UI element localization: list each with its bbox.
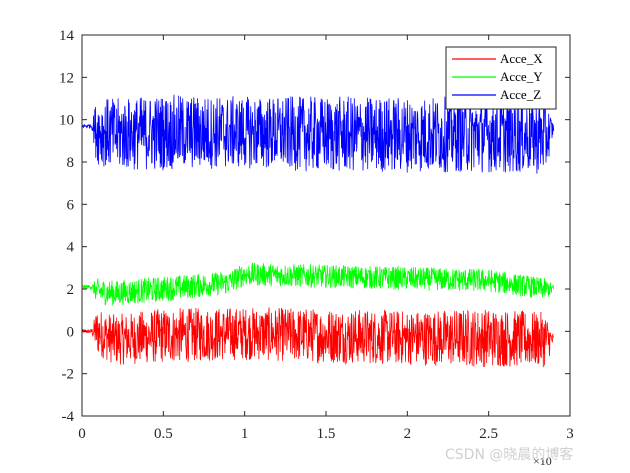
y-tick-label: -4: [62, 409, 75, 425]
y-tick-label: 2: [67, 282, 75, 298]
x-tick-label: 1: [241, 426, 249, 442]
y-tick-label: 14: [59, 28, 75, 44]
y-tick-label: 6: [67, 197, 75, 213]
x-tick-label: 2.5: [479, 426, 498, 442]
series-line-acce_z: [81, 94, 555, 174]
legend: Acce_X Acce_Y Acce_Z: [445, 46, 557, 110]
x-tick-label: 2: [404, 426, 412, 442]
legend-label-acce_y: Acce_Y: [500, 69, 543, 84]
x-exponent-label: ×10: [533, 454, 552, 468]
watermark: CSDN @晓晨的博客: [445, 447, 574, 463]
legend-label-acce_z: Acce_Z: [500, 87, 541, 102]
series-line-acce_y: [81, 262, 555, 306]
series-layer: [81, 94, 555, 368]
x-tick-label: 0.5: [154, 426, 173, 442]
y-tick-label: 4: [67, 240, 75, 256]
y-tick-label: 8: [67, 155, 75, 171]
y-tick-label: 0: [67, 324, 75, 340]
y-tick-label: 10: [59, 113, 74, 129]
legend-box: [445, 46, 557, 110]
legend-label-acce_x: Acce_X: [500, 51, 543, 66]
y-tick-label: -2: [62, 367, 75, 383]
series-line-acce_x: [81, 307, 555, 368]
x-tick-label: 1.5: [317, 426, 336, 442]
x-tick-label: 0: [78, 426, 86, 442]
tick-layer: 0 0.5 1 1.5 2 2.5 3 -4 -2 0 2 4 6 8 10 12 14: [59, 28, 574, 442]
x-tick-label: 3: [566, 426, 574, 442]
y-tick-label: 12: [59, 70, 74, 86]
